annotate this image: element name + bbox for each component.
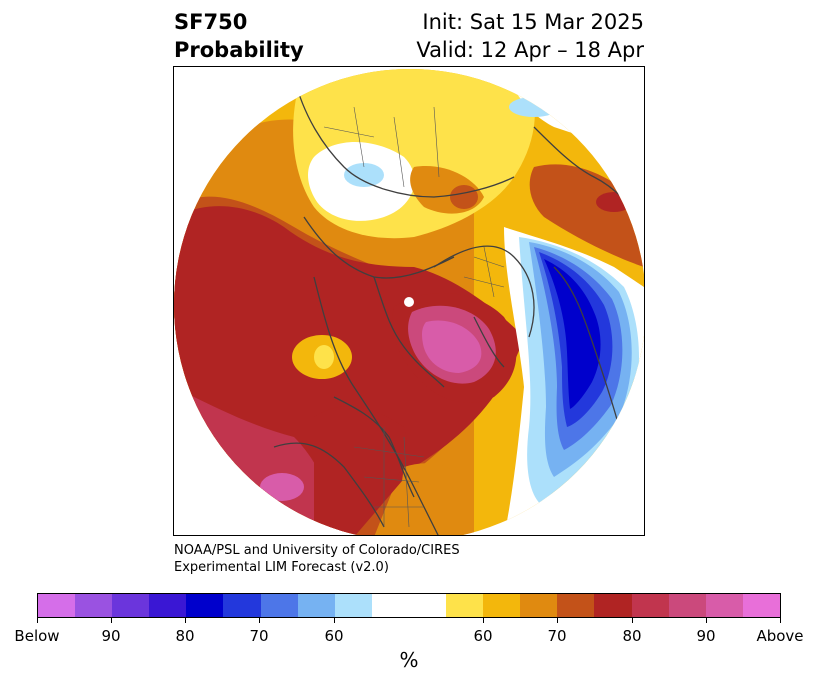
siberia-above-80 xyxy=(450,185,478,209)
colorbar-segment xyxy=(557,594,595,617)
credit-line-1: NOAA/PSL and University of Colorado/CIRE… xyxy=(174,543,460,558)
colorbar-tick xyxy=(37,618,38,623)
colorbar-tick-label: Below xyxy=(14,627,60,645)
colorbar-tick xyxy=(334,618,335,623)
colorbar-segment xyxy=(520,594,558,617)
colorbar-tick-label: 70 xyxy=(547,627,567,645)
product-title: Probability xyxy=(174,38,304,62)
colorbar-tick xyxy=(706,618,707,623)
colorbar-segment xyxy=(594,594,632,617)
colorbar-tick-label: 80 xyxy=(622,627,642,645)
colorbar-segment xyxy=(260,594,298,617)
colorbar-segment xyxy=(446,594,484,617)
colorbar-segment xyxy=(371,594,447,617)
colorbar-tick-label: Above xyxy=(756,627,804,645)
credit: NOAA/PSL and University of Colorado/CIRE… xyxy=(174,542,460,576)
colorbar-segment xyxy=(186,594,224,617)
colorbar-tick-label: 70 xyxy=(249,627,269,645)
east-asia-above-80 xyxy=(596,192,632,212)
colorbar-tick xyxy=(185,618,186,623)
colorbar-segment xyxy=(334,594,372,617)
title-right: Init: Sat 15 Mar 2025 Valid: 12 Apr – 18… xyxy=(416,8,644,64)
colorbar-tick xyxy=(780,618,781,623)
variable-title: SF750 xyxy=(174,10,248,34)
east-asia-above-70 xyxy=(529,164,644,267)
colorbar-tick-label: 90 xyxy=(696,627,716,645)
forecast-map xyxy=(173,66,645,536)
north-pole-marker xyxy=(404,297,414,307)
colorbar-tick xyxy=(632,618,633,623)
colorbar-tick-label: 90 xyxy=(101,627,121,645)
colorbar-tick xyxy=(259,618,260,623)
europe-below-90 xyxy=(544,259,601,409)
colorbar-segment xyxy=(705,594,743,617)
colorbar-unit-label: % xyxy=(399,648,419,672)
title-left: SF750 Probability xyxy=(174,8,304,64)
colorbar-tick xyxy=(111,618,112,623)
colorbar-segment xyxy=(668,594,706,617)
north-america-near-normal xyxy=(314,345,334,369)
colorbar-segment xyxy=(149,594,187,617)
greenland-above-top xyxy=(422,320,482,373)
north-america-above-80 xyxy=(314,406,407,535)
colorbar-tick xyxy=(483,618,484,623)
valid-range: Valid: 12 Apr – 18 Apr xyxy=(416,38,644,62)
colorbar-tick-label: 60 xyxy=(473,627,493,645)
credit-line-2: Experimental LIM Forecast (v2.0) xyxy=(174,560,389,575)
pacific-above-90 xyxy=(260,473,304,501)
siberia-below-60 xyxy=(344,163,384,187)
colorbar-segment xyxy=(112,594,150,617)
colorbar-tick xyxy=(557,618,558,623)
colorbar-tick-label: 80 xyxy=(175,627,195,645)
colorbar-segment xyxy=(75,594,113,617)
colorbar-segment xyxy=(742,594,780,617)
colorbar-segment xyxy=(223,594,261,617)
colorbar-segment xyxy=(483,594,521,617)
colorbar-segment xyxy=(631,594,669,617)
colorbar-segment xyxy=(38,594,76,617)
init-date: Init: Sat 15 Mar 2025 xyxy=(422,10,644,34)
arctic-below-60 xyxy=(509,97,559,117)
colorbar-tick-label: 60 xyxy=(324,627,344,645)
probability-map xyxy=(174,69,644,535)
colorbar-segment xyxy=(297,594,335,617)
colorbar xyxy=(37,593,781,618)
